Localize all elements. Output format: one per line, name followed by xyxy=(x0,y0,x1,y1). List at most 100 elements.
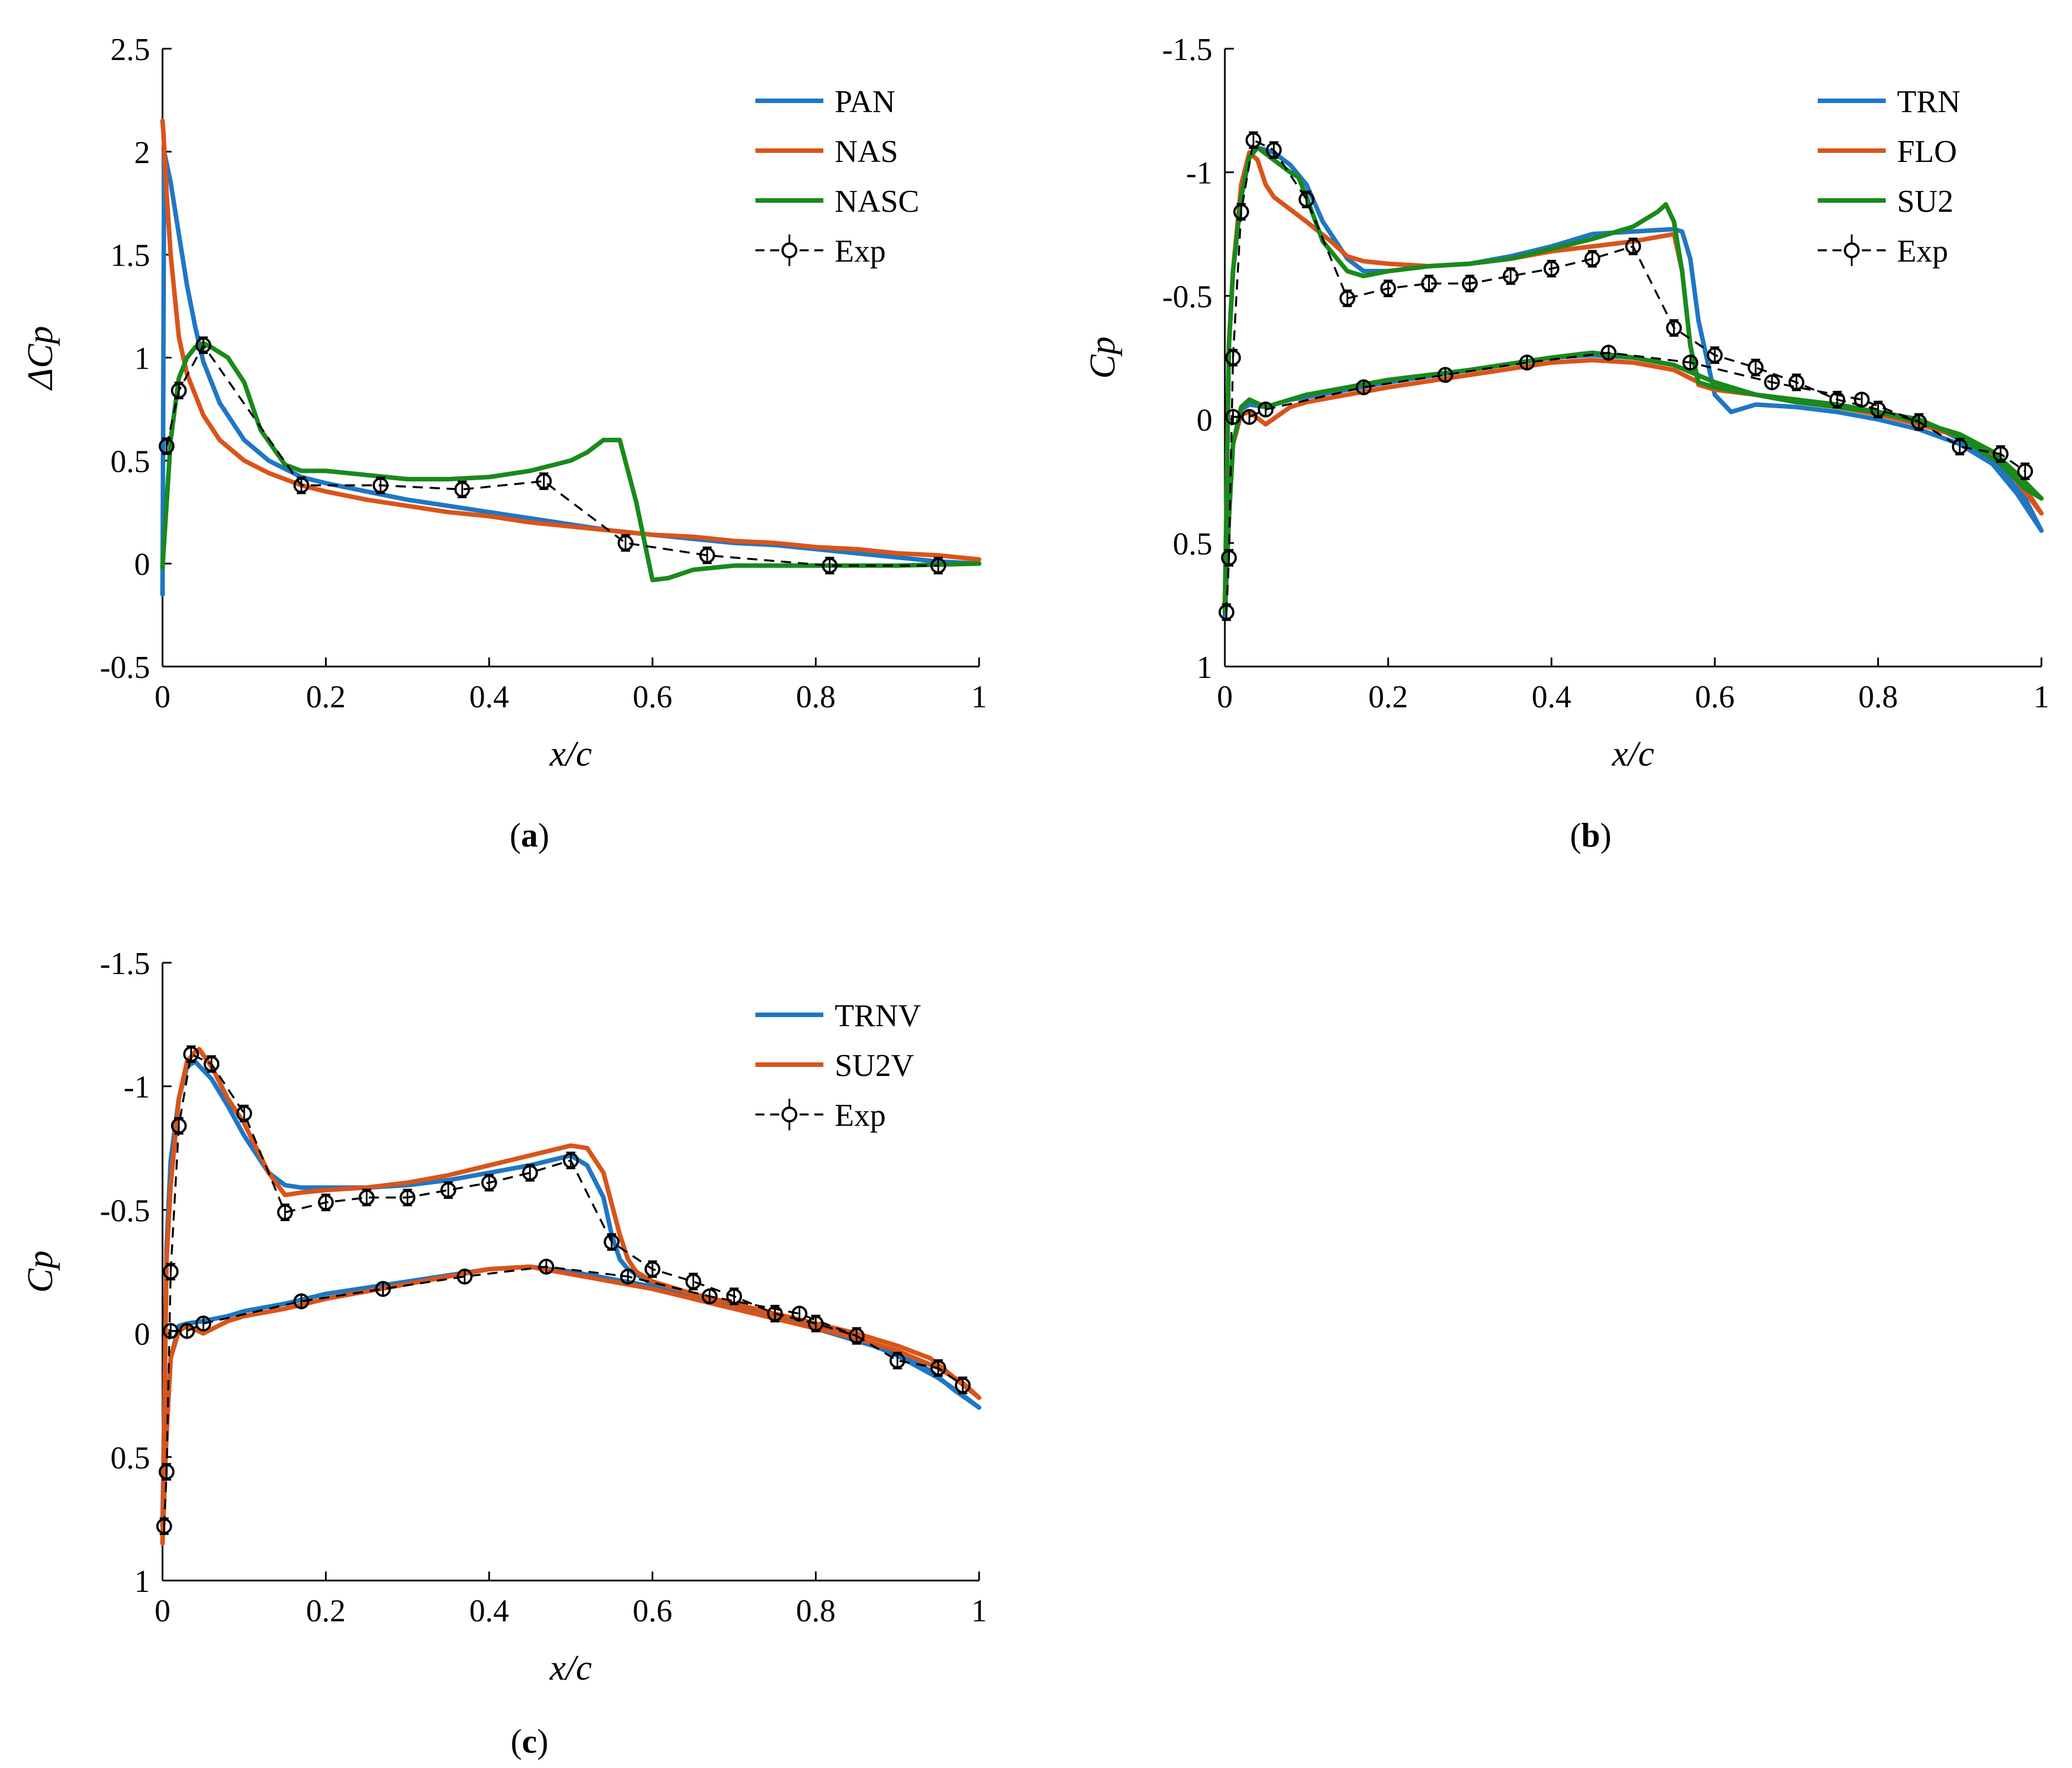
legend: TRN FLO SU2 Exp xyxy=(1818,84,1960,269)
exp-point xyxy=(538,1258,554,1275)
exp-point xyxy=(1421,275,1437,292)
y-tick-label: 0.5 xyxy=(1173,527,1212,562)
y-tick-label: -0.5 xyxy=(1162,279,1212,314)
exp-point xyxy=(203,1056,220,1072)
exp-point xyxy=(156,1518,172,1534)
y-tick-label: 1 xyxy=(134,341,150,377)
exp-point xyxy=(930,1360,946,1376)
exp-point xyxy=(1829,391,1845,408)
exp-point xyxy=(808,1316,824,1332)
x-tick-label: 0 xyxy=(1217,680,1233,715)
exp-point xyxy=(702,1288,718,1305)
panel-caption: (b) xyxy=(1570,817,1611,854)
legend-label: Exp xyxy=(835,234,886,269)
x-tick-label: 0.4 xyxy=(1532,680,1571,715)
legend: TRNV SU2V Exp xyxy=(755,998,921,1133)
exp-point xyxy=(1233,204,1249,220)
panel-caption: (c) xyxy=(511,1723,549,1760)
exp-point xyxy=(620,1269,636,1285)
x-axis-label: x/c xyxy=(549,1647,592,1688)
exp-point xyxy=(1543,260,1560,277)
exp-point xyxy=(481,1175,497,1191)
exp-point xyxy=(183,1046,199,1062)
legend-exp-marker xyxy=(781,242,797,258)
exp-point xyxy=(685,1273,702,1289)
y-tick-label: 0.5 xyxy=(110,1441,150,1476)
exp-point xyxy=(399,1189,416,1206)
exp-point xyxy=(170,1118,187,1134)
y-tick-label: 1 xyxy=(1197,650,1212,685)
y-tick-label: -1 xyxy=(1186,156,1212,191)
exp-point xyxy=(277,1204,293,1220)
exp-point xyxy=(373,477,389,493)
exp-point xyxy=(1502,268,1519,284)
series-line-nasc xyxy=(160,341,981,583)
exp-point xyxy=(163,1323,179,1339)
y-tick-label: -1.5 xyxy=(100,946,150,981)
exp-point xyxy=(617,535,634,551)
exp-point xyxy=(1600,344,1617,361)
legend-label: TRN xyxy=(1897,84,1960,119)
y-tick-label: -0.5 xyxy=(100,650,150,685)
exp-point xyxy=(726,1288,742,1305)
x-tick-label: 0.4 xyxy=(469,1594,509,1629)
exp-point xyxy=(848,1327,865,1344)
exp-point xyxy=(1911,413,1927,430)
exp-point xyxy=(644,1261,661,1278)
exp-point xyxy=(1462,275,1478,292)
exp-point xyxy=(163,1263,179,1280)
exp-point xyxy=(1245,132,1262,148)
exp-point xyxy=(955,1377,971,1394)
exp-point xyxy=(1266,142,1282,158)
legend-label: FLO xyxy=(1897,134,1957,169)
exp-point xyxy=(2017,463,2033,480)
chart-panel-b: 0 0.2 0.4 0.6 0.8 1 -1.5 -1 -0.5 0 0.5 1 x/c Cp TRN FLO… xyxy=(1082,32,2049,854)
y-tick-label: 1 xyxy=(134,1564,150,1599)
y-tick-label: 0 xyxy=(1197,403,1212,438)
exp-point xyxy=(236,1105,253,1122)
x-tick-label: 0.2 xyxy=(306,1594,345,1629)
series-line-flo xyxy=(1223,150,2044,607)
exp-point xyxy=(1707,347,1723,364)
exp-point xyxy=(159,438,175,454)
exp-point xyxy=(1788,374,1805,391)
exp-point xyxy=(1218,604,1234,620)
x-tick-label: 0 xyxy=(155,1594,170,1629)
caption-open: ( xyxy=(1570,817,1581,854)
exp-point xyxy=(1764,374,1780,391)
y-axis-label: Cp xyxy=(1082,336,1122,379)
exp-point xyxy=(1519,355,1535,371)
caption-open: ( xyxy=(510,817,521,854)
legend-label: Exp xyxy=(1897,234,1948,269)
exp-point xyxy=(1298,191,1315,208)
exp-point xyxy=(440,1182,456,1198)
y-tick-label: 0 xyxy=(134,547,150,582)
exp-point xyxy=(1666,320,1682,336)
exp-line xyxy=(165,343,938,567)
legend: PAN NAS NASC Exp xyxy=(755,84,919,269)
y-axis-label: ΔCp xyxy=(20,326,60,391)
x-tick-label: 0.8 xyxy=(796,680,836,715)
panel-caption: (a) xyxy=(510,817,549,854)
exp-point xyxy=(767,1305,783,1322)
exp-point xyxy=(1584,250,1600,267)
exp-point xyxy=(1258,402,1274,418)
y-tick-label: 1.5 xyxy=(110,238,150,274)
exp-point xyxy=(170,382,187,399)
x-tick-label: 0.8 xyxy=(796,1594,836,1629)
x-tick-label: 0.8 xyxy=(1859,680,1898,715)
legend-label: TRNV xyxy=(835,998,921,1034)
exp-point xyxy=(1748,359,1764,375)
exp-point xyxy=(456,1269,473,1285)
exp-point xyxy=(358,1189,375,1206)
x-tick-label: 0.6 xyxy=(1695,680,1735,715)
exp-point xyxy=(1853,391,1870,408)
y-tick-label: -1.5 xyxy=(1162,32,1212,67)
series-line-nas xyxy=(160,118,981,562)
exp-point xyxy=(318,1194,334,1211)
legend-label: PAN xyxy=(835,84,895,119)
exp-point xyxy=(159,1463,175,1480)
chart-panel-c: 0 0.2 0.4 0.6 0.8 1 -1.5 -1 -0.5 0 0.5 1 x/c Cp TRNV SU… xyxy=(20,946,987,1760)
caption-close: ) xyxy=(537,1723,548,1760)
